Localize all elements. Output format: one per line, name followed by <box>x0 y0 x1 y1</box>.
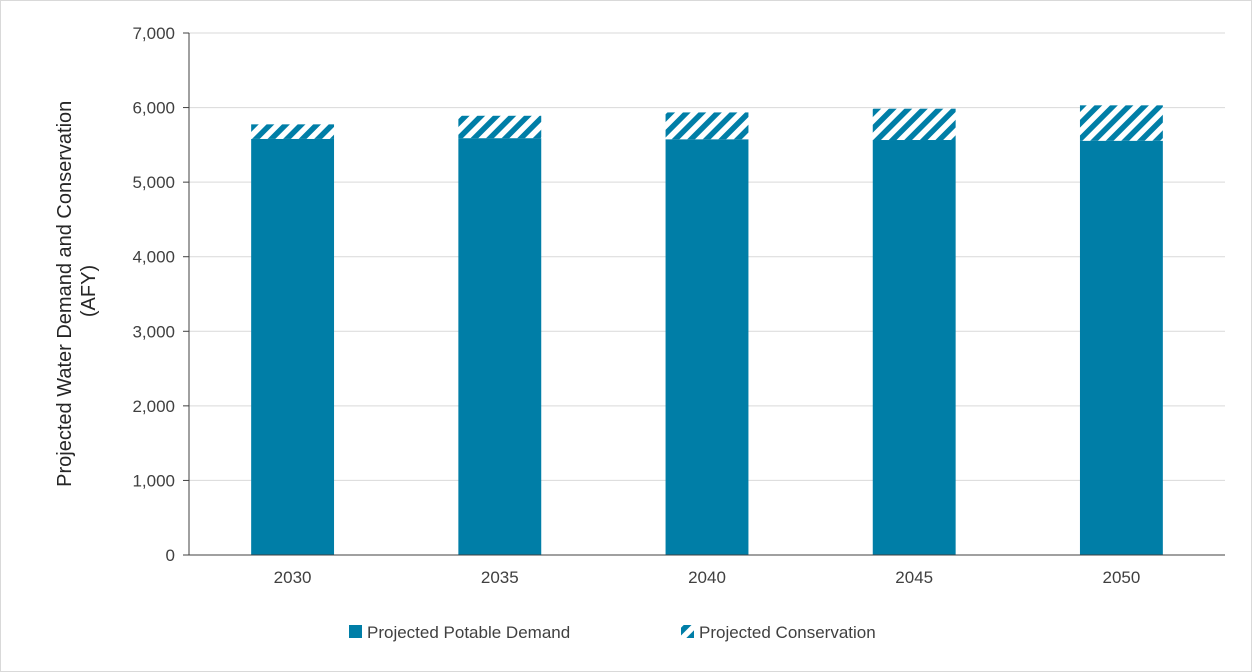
axes <box>183 32 1225 556</box>
bar-conservation <box>458 115 542 139</box>
legend-label-conservation: Projected Conservation <box>699 623 876 642</box>
y-tick-label: 6,000 <box>132 99 175 118</box>
bar-potable-demand <box>1079 140 1163 555</box>
y-tick-label: 7,000 <box>132 24 175 43</box>
bar-potable-demand <box>458 138 542 555</box>
y-tick-label: 5,000 <box>132 173 175 192</box>
legend: Projected Potable Demand Projected Conser… <box>349 623 876 642</box>
y-tick-label: 3,000 <box>132 322 175 341</box>
x-tick-label: 2035 <box>481 568 519 587</box>
bar-conservation <box>872 108 956 141</box>
legend-label-potable-demand: Projected Potable Demand <box>367 623 570 642</box>
legend-swatch-potable-demand <box>349 625 362 638</box>
bar-potable-demand <box>872 140 956 555</box>
y-tick-label: 0 <box>166 546 175 565</box>
x-axis-tick-labels: 2030 2035 2040 2045 2050 <box>274 568 1141 587</box>
y-axis-tick-labels: 0 1,000 2,000 3,000 4,000 5,000 6,000 7,000 <box>132 24 175 565</box>
x-tick-label: 2040 <box>688 568 726 587</box>
x-tick-label: 2050 <box>1102 568 1140 587</box>
bar-potable-demand <box>251 138 335 556</box>
y-axis-title: Projected Water Demand and Conservation … <box>54 95 100 487</box>
bar-potable-demand <box>665 139 749 555</box>
bar-conservation <box>251 124 335 139</box>
bar-conservation <box>665 112 749 140</box>
y-axis-title-line-1: Projected Water Demand and Conservation <box>54 101 76 487</box>
y-axis-title-line-2: (AFY) <box>78 265 100 317</box>
x-tick-label: 2030 <box>274 568 312 587</box>
y-tick-label: 1,000 <box>132 471 175 490</box>
bars <box>251 105 1163 556</box>
legend-swatch-conservation <box>681 625 694 638</box>
x-tick-label: 2045 <box>895 568 933 587</box>
y-tick-label: 2,000 <box>132 397 175 416</box>
y-tick-label: 4,000 <box>132 248 175 267</box>
bar-conservation <box>1079 105 1163 141</box>
